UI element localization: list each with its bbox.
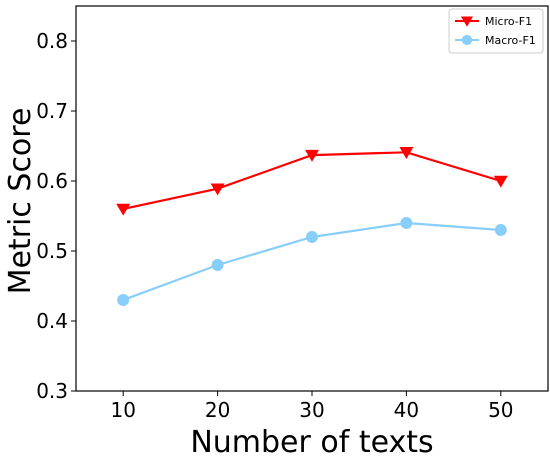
x-tick-label: 10 bbox=[110, 398, 135, 422]
y-tick-label: 0.4 bbox=[36, 309, 68, 333]
legend-marker bbox=[461, 16, 473, 27]
legend-label: Micro-F1 bbox=[485, 15, 532, 28]
series-macro-f1 bbox=[117, 217, 507, 306]
data-point-micro-f1 bbox=[305, 149, 319, 162]
y-axis-title: Metric Score bbox=[3, 108, 38, 295]
x-tick-label: 40 bbox=[394, 398, 419, 422]
data-point-micro-f1 bbox=[493, 175, 508, 188]
axis-titles: Number of texts Metric Score bbox=[3, 108, 434, 460]
y-axis-ticks: 0.3 0.4 0.5 0.6 0.7 0.8 bbox=[36, 29, 76, 403]
x-tick-label: 20 bbox=[205, 398, 230, 422]
legend-marker bbox=[461, 34, 473, 46]
y-tick-label: 0.3 bbox=[36, 379, 68, 403]
series-layer bbox=[116, 147, 508, 306]
data-point-micro-f1 bbox=[210, 183, 225, 196]
legend-label: Macro-F1 bbox=[485, 34, 536, 47]
y-tick-label: 0.8 bbox=[36, 29, 68, 53]
legend: Micro-F1 Macro-F1 bbox=[448, 8, 544, 54]
y-tick-label: 0.5 bbox=[36, 239, 68, 263]
x-axis-ticks: 10 20 30 40 50 bbox=[110, 391, 514, 422]
legend-item-micro-f1: Micro-F1 bbox=[455, 15, 532, 28]
data-point-macro-f1 bbox=[494, 224, 507, 236]
data-point-macro-f1 bbox=[211, 259, 224, 271]
legend-item-macro-f1: Macro-F1 bbox=[455, 34, 536, 47]
plot-area-frame bbox=[75, 5, 549, 392]
data-point-macro-f1 bbox=[117, 294, 130, 306]
data-point-micro-f1 bbox=[116, 203, 131, 216]
x-tick-label: 50 bbox=[488, 398, 513, 422]
data-point-macro-f1 bbox=[400, 217, 413, 229]
x-axis-title: Number of texts bbox=[190, 425, 433, 460]
x-tick-label: 30 bbox=[299, 398, 324, 422]
data-point-macro-f1 bbox=[306, 231, 318, 243]
y-tick-label: 0.7 bbox=[36, 99, 68, 123]
series-micro-f1 bbox=[116, 147, 508, 216]
data-point-micro-f1 bbox=[399, 147, 414, 159]
y-tick-label: 0.6 bbox=[36, 169, 68, 193]
